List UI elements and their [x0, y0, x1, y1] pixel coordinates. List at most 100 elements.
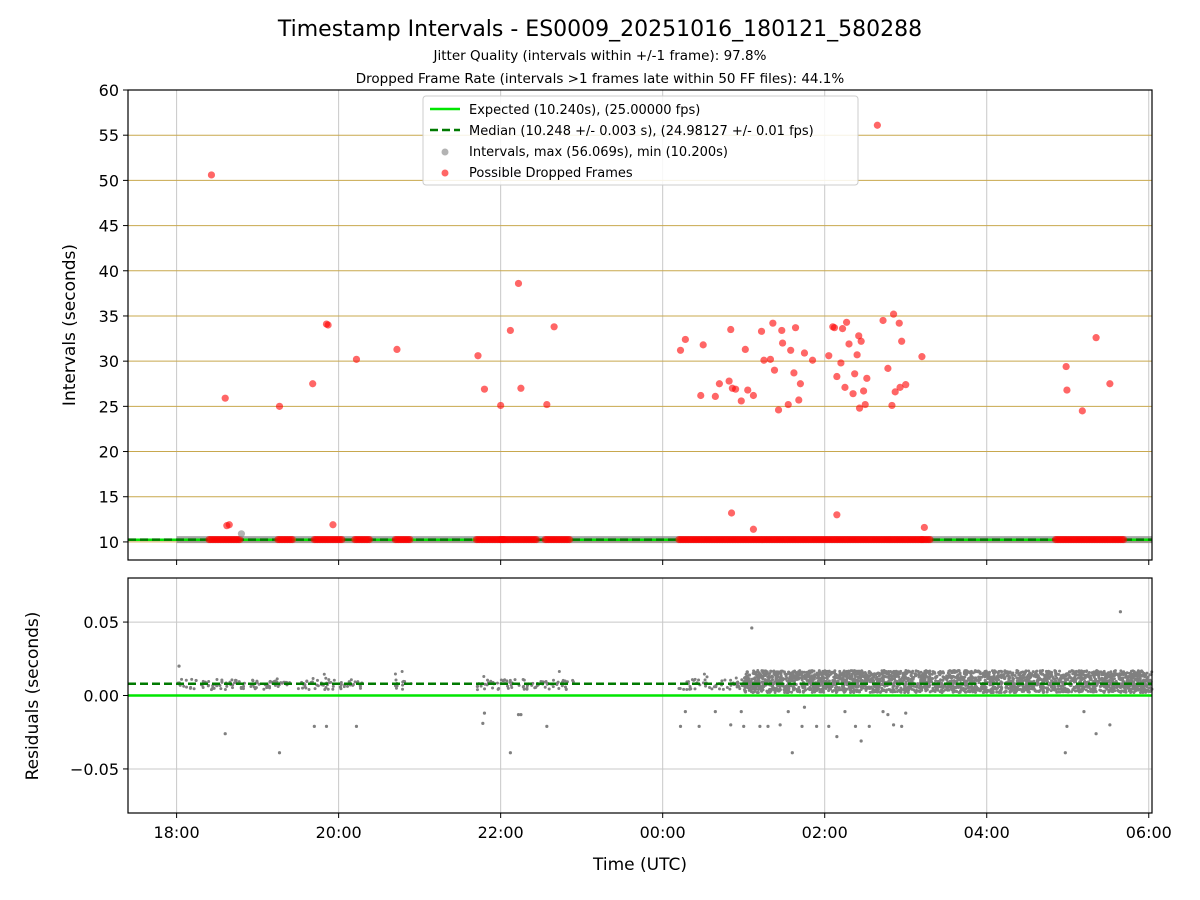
residual-point — [867, 678, 871, 682]
residual-point — [1058, 669, 1062, 673]
residual-point — [1092, 670, 1096, 674]
residual-point — [841, 676, 845, 680]
residual-point — [326, 687, 330, 691]
dropped-frame-point — [725, 377, 733, 385]
dropped-frame-point — [757, 327, 766, 335]
dropped-frame-point — [741, 345, 749, 354]
residual-point — [788, 678, 792, 682]
residual-point — [779, 674, 783, 678]
residual-point — [994, 678, 998, 682]
residual-point — [1041, 672, 1045, 676]
residual-point — [234, 679, 238, 683]
residual-point — [1078, 670, 1082, 674]
residual-point — [910, 687, 914, 691]
residual-point — [1058, 678, 1062, 682]
residual-point — [714, 685, 718, 689]
residual-point — [1092, 686, 1096, 690]
residual-point — [1116, 689, 1120, 693]
residual-point — [1127, 671, 1131, 675]
residual-point — [1065, 724, 1069, 728]
residual-point — [356, 680, 360, 684]
residual-point — [909, 684, 913, 688]
x-tick-label: 22:00 — [478, 823, 524, 842]
residual-point — [860, 679, 864, 683]
legend-dropped-label: Possible Dropped Frames — [469, 166, 633, 181]
residual-point — [983, 684, 987, 688]
residual-point — [760, 680, 764, 684]
residual-point — [855, 669, 859, 673]
legend-median-label: Median (10.248 +/- 0.003 s), (24.98127 +… — [469, 124, 814, 139]
chart-subtitle-jitter: Jitter Quality (intervals within +/-1 fr… — [433, 48, 767, 64]
residual-point — [346, 684, 350, 688]
residual-point — [1051, 675, 1055, 679]
residual-point — [947, 674, 951, 678]
residual-point — [1126, 677, 1130, 681]
residual-point — [958, 676, 962, 680]
residual-point — [1147, 686, 1151, 690]
residual-point — [1041, 685, 1045, 689]
residual-point — [1142, 678, 1146, 682]
dropped-frame-point — [895, 319, 903, 327]
residual-point — [756, 684, 760, 688]
residual-point — [1009, 689, 1013, 693]
residual-point — [1077, 690, 1081, 694]
residual-point — [1064, 690, 1068, 694]
residuals-y-axis-label: Residuals (seconds) — [23, 612, 43, 781]
residual-point — [790, 671, 794, 675]
dropped-frame-point — [474, 352, 482, 360]
residual-point — [1045, 679, 1049, 683]
dropped-frame-point — [918, 353, 926, 361]
residual-point — [211, 686, 215, 690]
dropped-frame-point — [1092, 334, 1100, 342]
dropped-frame-point — [825, 352, 833, 360]
residual-point — [1119, 690, 1123, 694]
residual-point — [249, 684, 253, 688]
residual-point — [760, 687, 764, 691]
residual-point — [887, 676, 891, 680]
residual-point — [999, 680, 1003, 684]
residual-point — [772, 669, 776, 673]
residual-point — [893, 675, 897, 679]
residual-point — [1143, 675, 1147, 679]
residual-point — [891, 685, 895, 689]
residual-point — [1077, 684, 1081, 688]
residual-point — [1065, 672, 1069, 676]
residual-point — [485, 683, 489, 687]
intervals-y-tick-label: 55 — [99, 126, 119, 145]
residual-point — [1018, 676, 1022, 680]
residual-point — [223, 688, 227, 692]
residual-point — [818, 677, 822, 681]
intervals-y-axis-label: Intervals (seconds) — [60, 244, 80, 406]
residual-point — [1051, 688, 1055, 692]
x-axis-label: Time (UTC) — [592, 855, 687, 875]
residual-point — [821, 675, 825, 679]
residual-point — [957, 669, 961, 673]
residual-point — [1135, 675, 1139, 679]
residual-point — [339, 685, 343, 689]
residual-point — [1074, 684, 1078, 688]
residual-point — [763, 679, 767, 683]
residual-point — [853, 688, 857, 692]
residual-point — [678, 724, 683, 728]
residual-point — [1069, 676, 1073, 680]
residual-point — [1124, 690, 1128, 694]
residual-point — [897, 675, 901, 679]
residual-point — [1118, 673, 1122, 677]
residual-point — [798, 672, 802, 676]
residual-point — [833, 671, 837, 675]
residual-point — [736, 680, 740, 684]
residual-point — [861, 671, 865, 675]
dropped-frame-point — [288, 535, 297, 544]
residuals-panel: −0.05 0.00 0.05 18:00 20:00 22:00 00:00 02:00 0… — [23, 577, 1172, 875]
residual-point — [720, 679, 724, 683]
residual-point — [945, 674, 949, 678]
residual-point — [353, 680, 357, 684]
dropped-frame-point — [855, 404, 864, 412]
residual-point — [482, 711, 487, 715]
residual-point — [697, 678, 701, 682]
residual-point — [924, 684, 928, 688]
residual-point — [745, 670, 749, 674]
residual-point — [806, 687, 810, 691]
residual-point — [1035, 669, 1039, 673]
